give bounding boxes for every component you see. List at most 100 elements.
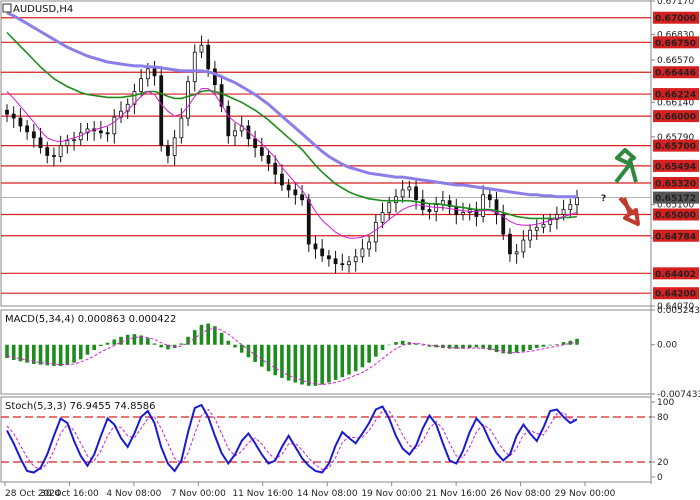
- level-tag: [653, 287, 699, 300]
- candle-body: [125, 103, 130, 112]
- x-tick-label: 21 Nov 16:00: [426, 489, 487, 499]
- macd-bar: [119, 336, 123, 345]
- macd-bar: [266, 344, 271, 372]
- candle-body: [568, 204, 573, 210]
- candle-body: [487, 194, 492, 201]
- macd-bar: [32, 344, 36, 364]
- level-tag: [653, 11, 699, 24]
- level-tag: [653, 208, 699, 221]
- macd-bar: [112, 339, 117, 345]
- macd-bar: [293, 344, 298, 383]
- candle-body: [293, 189, 298, 196]
- level-tag-label: 0.65000: [655, 211, 696, 221]
- macd-bar: [461, 344, 465, 349]
- level-tag-label: 0.66224: [655, 91, 696, 101]
- candle-body: [554, 214, 559, 220]
- macd-bar: [233, 344, 237, 348]
- price-tick-label: 0.65100: [657, 201, 694, 211]
- price-tick-label: 0.66830: [657, 30, 694, 40]
- x-tick-label: 4 Nov 08:00: [106, 489, 161, 499]
- macd-bar: [132, 334, 137, 345]
- ma-slow-line: [6, 11, 577, 199]
- candle-body: [186, 81, 190, 119]
- level-tag-label: 0.65320: [655, 180, 696, 190]
- stoch-title: Stoch(5,3,3) 76.9455 74.8586: [5, 401, 156, 412]
- macd-tick-label: 0.00: [657, 341, 677, 351]
- level-tag-label: 0.64784: [655, 232, 696, 242]
- candle-body: [347, 261, 351, 266]
- macd-bar: [246, 344, 251, 358]
- candle-body: [373, 221, 378, 243]
- macd-bar: [260, 344, 264, 367]
- candle-body: [65, 140, 70, 147]
- candle-body: [313, 243, 318, 250]
- macd-bar: [139, 335, 143, 345]
- current-price-label: 0.65172: [655, 194, 696, 204]
- candle-body: [561, 209, 566, 215]
- candle-body: [414, 186, 418, 201]
- candle-body: [98, 130, 103, 134]
- macd-bar: [521, 344, 526, 352]
- macd-bar: [206, 323, 210, 345]
- macd-bar: [353, 344, 358, 372]
- macd-bar: [105, 342, 110, 345]
- candle-body: [387, 202, 392, 213]
- candle-body: [18, 117, 23, 127]
- level-tag-label: 0.66446: [655, 69, 696, 79]
- candle-body: [481, 194, 486, 217]
- candle-body: [400, 189, 405, 198]
- candle-body: [152, 68, 157, 77]
- macd-bar: [548, 344, 552, 346]
- x-tick-label: 19 Nov 00:00: [361, 489, 422, 499]
- stoch-pane: [0, 396, 652, 483]
- macd-bar: [38, 344, 43, 365]
- ma-fast-line: [6, 88, 578, 239]
- ma-mid-line: [6, 31, 578, 220]
- candle-body: [454, 206, 459, 215]
- candle-body: [139, 78, 144, 92]
- candle-body: [266, 155, 271, 164]
- candle-body: [72, 139, 76, 142]
- candle-body: [132, 91, 137, 105]
- macd-bar: [11, 344, 16, 360]
- candle-body: [501, 214, 506, 235]
- macd-bar: [508, 344, 512, 355]
- macd-bar: [528, 344, 532, 351]
- candle-body: [145, 68, 150, 80]
- candle-body: [340, 263, 345, 266]
- macd-bar: [514, 344, 519, 353]
- candle-body: [286, 184, 291, 191]
- candle-body: [575, 197, 579, 206]
- candle-body: [206, 44, 211, 70]
- candle-body: [52, 155, 56, 157]
- candle-body: [420, 199, 425, 210]
- current-price-tag: [653, 191, 699, 204]
- macd-bar: [327, 344, 331, 383]
- level-tag: [653, 229, 699, 242]
- candle-body: [38, 137, 43, 148]
- macd-bar: [199, 324, 204, 345]
- candle-body: [447, 200, 452, 208]
- candle-body: [172, 137, 177, 156]
- arrow-up-icon: [614, 148, 638, 184]
- stoch-main-line: [6, 403, 578, 474]
- candle-body: [474, 209, 479, 217]
- candle-body: [226, 105, 231, 137]
- macd-bar: [58, 344, 63, 366]
- candle-body: [394, 196, 398, 204]
- candle-body: [521, 239, 526, 253]
- candle-body: [58, 145, 63, 157]
- candle-body: [528, 229, 532, 241]
- macd-bar: [192, 330, 197, 345]
- macd-bar: [347, 344, 351, 375]
- level-tag: [653, 177, 699, 190]
- candle-body: [179, 117, 184, 139]
- macd-bar: [52, 344, 56, 366]
- candle-body: [326, 255, 331, 260]
- level-tag: [653, 88, 699, 101]
- macd-bar: [387, 344, 392, 346]
- macd-bar: [166, 344, 170, 350]
- macd-bar: [534, 344, 539, 349]
- macd-bar: [340, 344, 345, 378]
